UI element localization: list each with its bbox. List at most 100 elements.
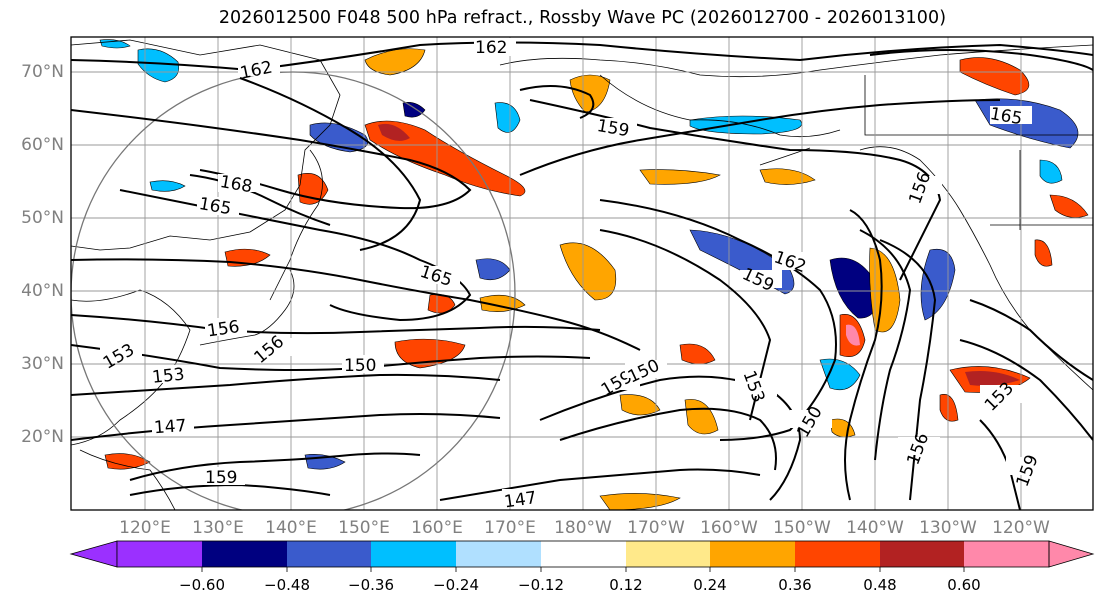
lon-label-140e: 140°E (265, 518, 317, 538)
colorbar-tick-label: −0.24 (433, 576, 479, 594)
colorbar-segment (202, 541, 287, 567)
colorbar-tick-label: 0.60 (947, 576, 981, 594)
coastline (79, 449, 176, 510)
reference-circle (71, 71, 516, 510)
coastline (864, 75, 1093, 136)
lon-label-180w: 180°W (554, 518, 612, 538)
anomaly-patch (378, 123, 410, 141)
contour-label: 153 (151, 365, 185, 388)
contour (71, 413, 501, 441)
anomaly-patch (639, 169, 721, 185)
contour (439, 468, 761, 501)
contour (859, 229, 912, 461)
contour (519, 99, 1001, 176)
anomaly-patch (679, 343, 716, 365)
colorbar-min-extension (69, 540, 118, 568)
lon-label-160w: 160°W (700, 518, 758, 538)
colorbar-tick-label: −0.60 (179, 576, 225, 594)
gridlines (71, 37, 1093, 510)
anomaly-patch (619, 394, 661, 416)
anomaly-patch (479, 294, 526, 312)
lon-label-140w: 140°W (846, 518, 904, 538)
colorbar-tick-label: 0.12 (609, 576, 643, 594)
colorbar-segment (964, 541, 1049, 567)
anomaly-patch (402, 102, 426, 118)
colorbar-tick-label: −0.36 (348, 576, 394, 594)
contour (189, 174, 331, 226)
lat-label-50n: 50°N (21, 208, 64, 228)
colorbar-segment (287, 541, 371, 567)
lat-label-70n: 70°N (21, 62, 64, 82)
lat-label-20n: 20°N (21, 427, 64, 447)
anomaly-patch (1049, 194, 1089, 218)
colorbar-tick-label: 0.48 (863, 576, 897, 594)
anomaly-patch (1034, 239, 1053, 267)
colorbar-segment (795, 541, 880, 567)
lat-label-60n: 60°N (21, 135, 64, 155)
contour (71, 109, 472, 210)
colorbar-tick-label: −0.12 (518, 576, 564, 594)
lon-label-160e: 160°E (411, 518, 463, 538)
map-title: 2026012500 F048 500 hPa refract., Rossby… (218, 8, 947, 28)
coastline (199, 269, 295, 346)
anomaly-patch (759, 168, 816, 185)
lon-label-150w: 150°W (773, 518, 831, 538)
colorbar-segment (456, 541, 541, 567)
coastlines (71, 39, 1093, 510)
colorbar-segment (541, 541, 626, 567)
anomaly-patch (1039, 159, 1063, 184)
contour-label: 150 (344, 356, 376, 376)
anomaly-patch (149, 180, 186, 192)
colorbar-tick-label: 0.36 (778, 576, 812, 594)
coastline (599, 74, 841, 138)
contour (71, 373, 501, 396)
lon-label-120w: 120°W (992, 518, 1050, 538)
coastline (71, 39, 341, 251)
contour (71, 314, 601, 335)
colorbar-tick-label: −0.48 (264, 576, 310, 594)
lon-label-120e: 120°E (119, 518, 171, 538)
contour (559, 407, 777, 471)
coastline (71, 289, 191, 446)
contour (599, 199, 837, 441)
anomaly-patch (569, 74, 611, 113)
contour-label: 159 (205, 468, 237, 488)
map-frame (70, 36, 1094, 511)
lon-label-130w: 130°W (919, 518, 977, 538)
colorbar (69, 540, 1095, 572)
contour-label: 162 (475, 38, 507, 58)
lon-label-170w: 170°W (627, 518, 685, 538)
contour (959, 339, 1093, 441)
colorbar-segment (117, 541, 202, 567)
anomaly-patch (559, 242, 617, 301)
contour (844, 209, 883, 501)
lat-label-30n: 30°N (21, 354, 64, 374)
lon-label-130e: 130°E (192, 518, 244, 538)
contour-label: 156 (206, 317, 241, 341)
anomaly-patch (494, 102, 521, 133)
lat-label-40n: 40°N (21, 281, 64, 301)
colorbar-tick-label: 0.24 (693, 576, 727, 594)
contour (129, 452, 421, 481)
lon-label-170e: 170°E (484, 518, 536, 538)
colorbar-segment (626, 541, 710, 567)
contour (71, 258, 641, 351)
lon-label-150e: 150°E (338, 518, 390, 538)
anomaly-patch (965, 371, 1020, 386)
contour (969, 299, 1093, 381)
contour-label: 147 (503, 488, 538, 512)
coastline (499, 44, 1093, 78)
colorbar-segment (880, 541, 964, 567)
anomaly-patch (869, 247, 901, 333)
coastline (269, 149, 323, 301)
contour (519, 85, 595, 119)
colorbar-segment (710, 541, 795, 567)
colorbar-segment (371, 541, 456, 567)
contour-label: 147 (153, 416, 187, 438)
colorbar-max-extension (1048, 540, 1095, 568)
contour (869, 49, 1093, 71)
anomaly-patch (137, 48, 179, 83)
anomaly-patch (104, 453, 151, 470)
anomaly-patch (959, 57, 1030, 96)
